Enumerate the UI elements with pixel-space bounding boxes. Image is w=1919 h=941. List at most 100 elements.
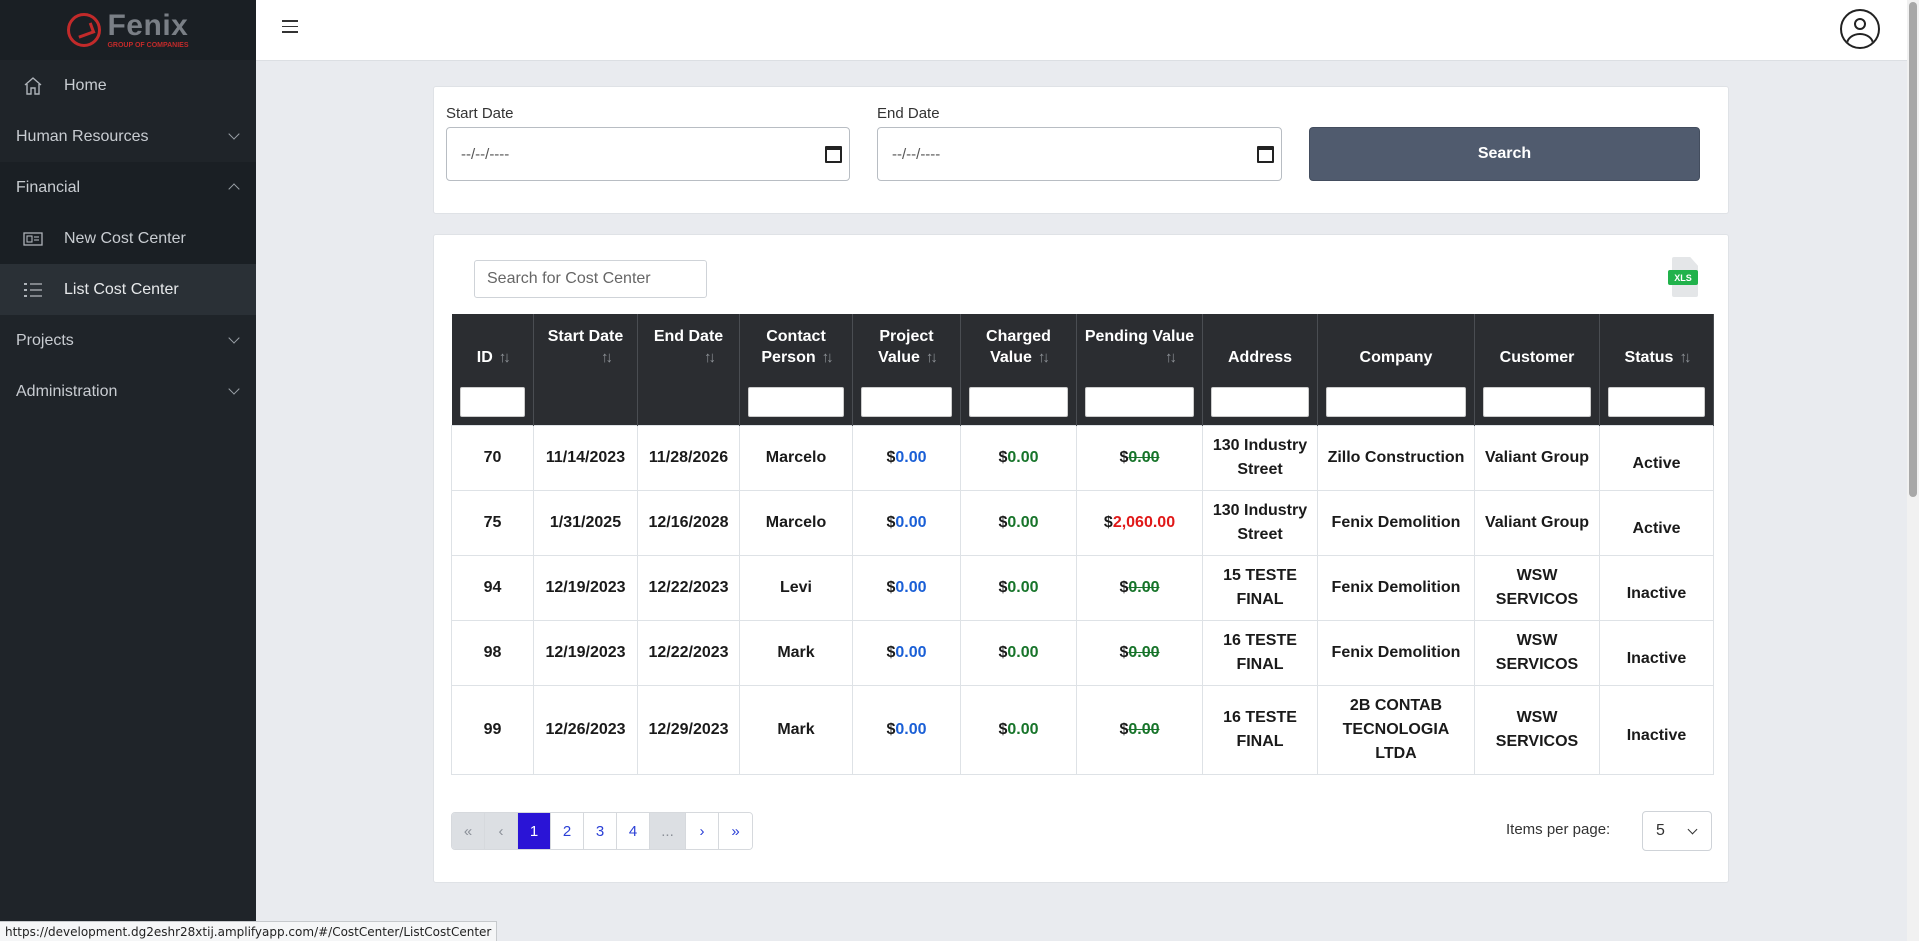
export-xls-icon[interactable]: XLS bbox=[1668, 257, 1698, 297]
table-row[interactable]: 75 1/31/2025 12/16/2028 Marcelo $0.00 $0… bbox=[451, 489, 1714, 556]
items-per-page-select[interactable]: 5 bbox=[1642, 811, 1712, 851]
prev-page-button[interactable]: ‹ bbox=[485, 813, 518, 849]
sidebar-item-new-cost-center[interactable]: New Cost Center bbox=[0, 213, 256, 264]
calendar-icon[interactable] bbox=[825, 146, 842, 163]
chevron-down-icon bbox=[228, 332, 240, 344]
cell-status: Active bbox=[1599, 424, 1714, 491]
sidebar-item-human-resources[interactable]: Human Resources bbox=[0, 111, 256, 162]
filter-project-value-input[interactable] bbox=[861, 386, 952, 417]
cell-customer: WSW SERVICOS bbox=[1474, 619, 1600, 686]
status-bar-url: https://development.dg2eshr28xtij.amplif… bbox=[0, 921, 498, 941]
sort-icon[interactable]: ↑↓ bbox=[1037, 349, 1050, 367]
page-ellipsis: ... bbox=[650, 813, 686, 849]
cost-center-table-card: XLS ID↑↓ Start Date↑↓ End Date↑↓ Contact… bbox=[433, 234, 1729, 883]
filter-cell-address bbox=[1202, 379, 1318, 425]
column-header-project-value[interactable]: Project Value ↑↓ bbox=[852, 314, 961, 379]
sidebar: Fenix GROUP OF COMPANIES Home Human Reso… bbox=[0, 0, 256, 941]
next-page-button[interactable]: › bbox=[686, 813, 719, 849]
column-header-status[interactable]: Status ↑↓ bbox=[1599, 314, 1714, 379]
filter-cell-charged bbox=[960, 379, 1077, 425]
cost-center-icon bbox=[22, 228, 44, 250]
column-header-end-date[interactable]: End Date ↑↓ bbox=[637, 314, 740, 379]
column-header-address: Address bbox=[1202, 314, 1318, 379]
cell-start-date: 1/31/2025 bbox=[533, 489, 638, 556]
table-row[interactable]: 70 11/14/2023 11/28/2026 Marcelo $0.00 $… bbox=[451, 424, 1714, 491]
sidebar-item-home[interactable]: Home bbox=[0, 60, 256, 111]
page-scrollbar[interactable] bbox=[1907, 0, 1919, 941]
filter-customer-input[interactable] bbox=[1483, 386, 1591, 417]
end-date-input[interactable]: --/--/---- bbox=[877, 127, 1282, 181]
column-header-id[interactable]: ID ↑↓ bbox=[451, 314, 534, 379]
search-button[interactable]: Search bbox=[1309, 127, 1700, 181]
page-button-3[interactable]: 3 bbox=[584, 813, 617, 849]
cell-start-date: 12/19/2023 bbox=[533, 554, 638, 621]
sort-icon[interactable]: ↑↓ bbox=[1165, 349, 1177, 367]
sort-icon[interactable]: ↑↓ bbox=[821, 349, 834, 367]
sidebar-item-list-cost-center[interactable]: List Cost Center bbox=[0, 264, 256, 315]
filter-cell-contact bbox=[739, 379, 853, 425]
sort-icon[interactable]: ↑↓ bbox=[498, 349, 511, 367]
table-row[interactable]: 98 12/19/2023 12/22/2023 Mark $0.00 $0.0… bbox=[451, 619, 1714, 686]
cell-pending-value: $0.00 bbox=[1076, 684, 1203, 775]
cell-address: 16 TESTE FINAL bbox=[1202, 684, 1318, 775]
filter-contact-input[interactable] bbox=[748, 386, 844, 417]
column-header-charged-value[interactable]: Charged Value ↑↓ bbox=[960, 314, 1077, 379]
filter-id-input[interactable] bbox=[459, 386, 525, 417]
sidebar-item-label: Projects bbox=[16, 331, 74, 349]
filter-cell-start-date bbox=[533, 379, 638, 425]
menu-toggle-icon[interactable] bbox=[282, 20, 298, 34]
cell-charged-value: $0.00 bbox=[960, 619, 1077, 686]
filter-charged-value-input[interactable] bbox=[969, 386, 1068, 417]
column-header-contact-person[interactable]: Contact Person ↑↓ bbox=[739, 314, 853, 379]
page-button-2[interactable]: 2 bbox=[551, 813, 584, 849]
filter-status-input[interactable] bbox=[1608, 386, 1705, 417]
table-row[interactable]: 94 12/19/2023 12/22/2023 Levi $0.00 $0.0… bbox=[451, 554, 1714, 621]
column-header-start-date[interactable]: Start Date ↑↓ bbox=[533, 314, 638, 379]
chevron-down-icon bbox=[1687, 824, 1698, 835]
cell-contact: Marcelo bbox=[739, 424, 853, 491]
sidebar-item-financial[interactable]: Financial bbox=[0, 162, 256, 213]
first-page-button[interactable]: « bbox=[452, 813, 485, 849]
start-date-input[interactable]: --/--/---- bbox=[446, 127, 850, 181]
calendar-icon[interactable] bbox=[1257, 146, 1274, 163]
page-button-4[interactable]: 4 bbox=[617, 813, 650, 849]
table-row[interactable]: 99 12/26/2023 12/29/2023 Mark $0.00 $0.0… bbox=[451, 684, 1714, 775]
brand-logo[interactable]: Fenix GROUP OF COMPANIES bbox=[0, 0, 256, 60]
sidebar-item-label: Administration bbox=[16, 382, 118, 400]
filter-address-input[interactable] bbox=[1211, 386, 1309, 417]
cell-company: 2B CONTAB TECNOLOGIA LTDA bbox=[1317, 684, 1475, 775]
cell-company: Fenix Demolition bbox=[1317, 619, 1475, 686]
cell-project-value: $0.00 bbox=[852, 554, 961, 621]
sidebar-item-label: Home bbox=[64, 76, 107, 94]
column-header-pending-value[interactable]: Pending Value ↑↓ bbox=[1076, 314, 1203, 379]
cell-id: 99 bbox=[451, 684, 534, 775]
cell-id: 75 bbox=[451, 489, 534, 556]
cell-charged-value: $0.00 bbox=[960, 554, 1077, 621]
date-filter-card: Start Date --/--/---- End Date --/--/---… bbox=[433, 86, 1729, 214]
user-avatar-icon[interactable] bbox=[1840, 9, 1880, 49]
top-bar bbox=[256, 0, 1907, 61]
filter-cell-project bbox=[852, 379, 961, 425]
filter-company-input[interactable] bbox=[1326, 386, 1466, 417]
cell-pending-value: $2,060.00 bbox=[1076, 489, 1203, 556]
sort-icon[interactable]: ↑↓ bbox=[601, 349, 613, 367]
start-date-label: Start Date bbox=[446, 105, 514, 122]
sort-icon[interactable]: ↑↓ bbox=[1679, 349, 1691, 367]
page-button-1[interactable]: 1 bbox=[518, 813, 551, 849]
filter-pending-value-input[interactable] bbox=[1085, 386, 1194, 417]
scrollbar-thumb[interactable] bbox=[1909, 2, 1917, 497]
cell-contact: Mark bbox=[739, 684, 853, 775]
sidebar-item-label: Human Resources bbox=[16, 127, 149, 145]
cell-charged-value: $0.00 bbox=[960, 684, 1077, 775]
cell-customer: WSW SERVICOS bbox=[1474, 554, 1600, 621]
cell-project-value: $0.00 bbox=[852, 684, 961, 775]
cell-status: Inactive bbox=[1599, 684, 1714, 775]
sort-icon[interactable]: ↑↓ bbox=[704, 349, 716, 367]
cell-address: 16 TESTE FINAL bbox=[1202, 619, 1318, 686]
chevron-up-icon bbox=[228, 183, 240, 195]
last-page-button[interactable]: » bbox=[719, 813, 752, 849]
cost-center-search-input[interactable] bbox=[474, 260, 707, 298]
sort-icon[interactable]: ↑↓ bbox=[925, 349, 938, 367]
sidebar-item-administration[interactable]: Administration bbox=[0, 366, 256, 417]
sidebar-item-projects[interactable]: Projects bbox=[0, 315, 256, 366]
